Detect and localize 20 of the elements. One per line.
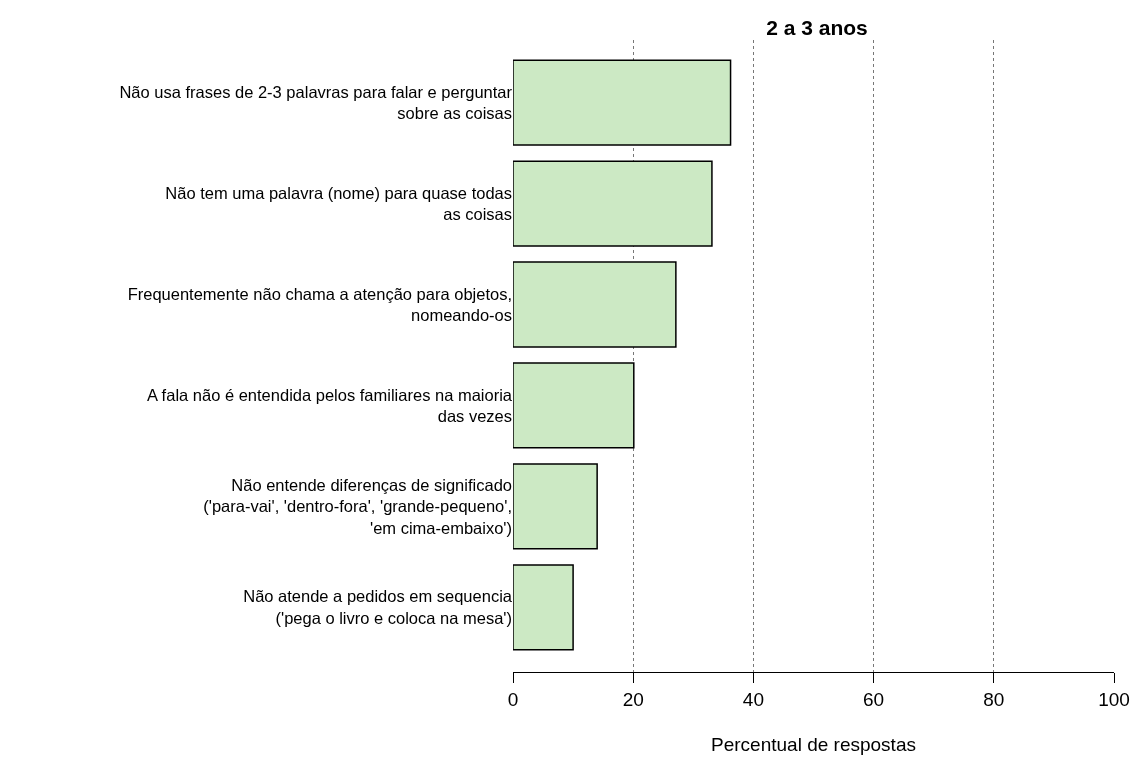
y-tick-label: Não atende a pedidos em sequencia ('pega o livro e coloca na mesa') bbox=[243, 587, 513, 627]
x-axis-title: Percentual de respostas bbox=[711, 733, 916, 755]
y-tick-label: Não entende diferenças de significado ('para-vai', 'dentro-fora', 'grande-pequeno', 'em cima-embaixo') bbox=[203, 475, 512, 537]
y-tick-label: Não usa frases de 2-3 palavras para falar e perguntar sobre as coisas bbox=[119, 82, 513, 123]
x-tick-label: 100 bbox=[1098, 688, 1130, 710]
x-tick-label: 40 bbox=[742, 688, 764, 710]
x-tick-label: 0 bbox=[507, 688, 519, 710]
y-tick-label: A fala não é entendida pelos familiares na maioria das vezes bbox=[146, 385, 513, 425]
y-tick-label: Não tem uma palavra (nome) para quase todas as coisas bbox=[165, 183, 512, 224]
x-tick-label: 20 bbox=[622, 688, 644, 710]
bar bbox=[513, 59, 732, 146]
bar bbox=[513, 160, 713, 247]
bar bbox=[513, 261, 677, 348]
x-tick-label: 80 bbox=[983, 688, 1005, 710]
bar bbox=[513, 463, 598, 550]
x-tick-label: 60 bbox=[863, 688, 885, 710]
bar bbox=[513, 362, 635, 449]
y-tick-label: Frequentemente não chama a atenção para objetos, nomeando-os bbox=[127, 284, 512, 325]
chart-title: 2 a 3 anos bbox=[766, 15, 868, 39]
bar bbox=[513, 564, 574, 651]
